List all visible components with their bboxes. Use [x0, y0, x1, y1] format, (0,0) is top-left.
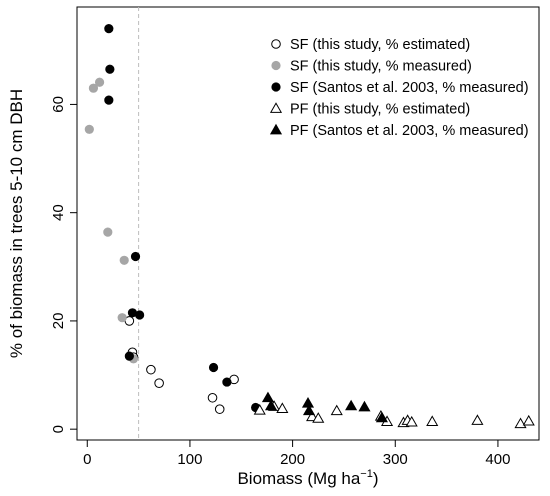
legend-item: PF (this study, % estimated) [269, 102, 470, 118]
series-2 [104, 24, 261, 413]
legend-item: SF (this study, % measured) [271, 59, 472, 75]
legend-label: SF (this study, % measured) [290, 59, 472, 75]
x-tick-label: 300 [383, 451, 408, 468]
series-4 [261, 391, 388, 423]
data-point [154, 378, 164, 388]
data-point [214, 404, 225, 414]
x-axis: 0 100 200 300 400 [83, 440, 510, 468]
data-point [84, 124, 94, 134]
legend-label: SF (Santos et al. 2003, % measured) [290, 80, 529, 96]
data-point [105, 64, 115, 74]
data-point [117, 313, 127, 323]
data-point [207, 392, 218, 403]
data-point [124, 351, 134, 361]
y-tick-label: 0 [50, 425, 67, 433]
x-tick-label: 400 [485, 451, 510, 468]
data-point [330, 404, 343, 416]
legend-item: PF (Santos et al. 2003, % measured) [269, 123, 529, 139]
data-point [345, 399, 358, 411]
data-point [104, 24, 114, 34]
y-tick-label: 40 [50, 204, 67, 221]
legend-label: PF (this study, % estimated) [290, 102, 470, 118]
data-point [264, 399, 278, 411]
data-point [104, 95, 114, 105]
x-axis-title: Biomass (Mg ha−1) [237, 468, 378, 488]
y-axis-title: % of biomass in trees 5-10 cm DBH [7, 89, 26, 358]
x-tick-label: 200 [280, 451, 305, 468]
plot-frame [76, 6, 540, 441]
x-axis-title-close: ) [373, 469, 379, 488]
data-point [302, 404, 316, 416]
legend-marker [271, 39, 281, 49]
series-1 [84, 77, 139, 364]
data-point [375, 411, 388, 423]
data-point [426, 415, 439, 426]
data-point [88, 83, 99, 93]
data-point [208, 362, 219, 373]
legend-label: PF (Santos et al. 2003, % measured) [290, 123, 529, 139]
data-point [222, 377, 232, 387]
data-point [358, 400, 371, 412]
data-point [119, 255, 129, 265]
data-point [522, 414, 535, 426]
legend-label: SF (this study, % estimated) [290, 37, 470, 53]
series-0 [124, 316, 239, 414]
data-point [135, 310, 145, 320]
y-axis: 0 20 40 60 [50, 96, 77, 433]
x-axis-title-superscript: −1 [360, 468, 373, 480]
legend: SF (this study, % estimated) SF (this stu… [269, 37, 529, 139]
x-axis-title-main: Biomass (Mg ha [237, 469, 360, 488]
legend-item: SF (this study, % estimated) [271, 37, 470, 53]
data-point [312, 412, 325, 423]
data-point [146, 364, 156, 375]
plot-border [76, 6, 540, 441]
points-layer [84, 24, 535, 429]
y-tick-label: 20 [50, 313, 67, 330]
legend-marker [271, 82, 281, 92]
data-point [301, 396, 315, 408]
y-tick-label: 60 [50, 96, 67, 113]
data-point [276, 402, 289, 414]
x-tick-label: 0 [83, 451, 91, 468]
legend-marker [269, 102, 283, 113]
x-tick-label: 100 [177, 451, 202, 468]
data-point [306, 410, 319, 422]
legend-marker [271, 60, 281, 71]
series-3 [253, 400, 535, 429]
legend-item: SF (Santos et al. 2003, % measured) [271, 80, 529, 96]
data-point [471, 414, 484, 425]
data-point [405, 415, 418, 427]
data-point [261, 391, 275, 403]
data-point [103, 227, 113, 237]
data-point [130, 251, 141, 262]
data-point [94, 77, 105, 87]
legend-marker [269, 123, 283, 135]
data-point [253, 404, 266, 415]
